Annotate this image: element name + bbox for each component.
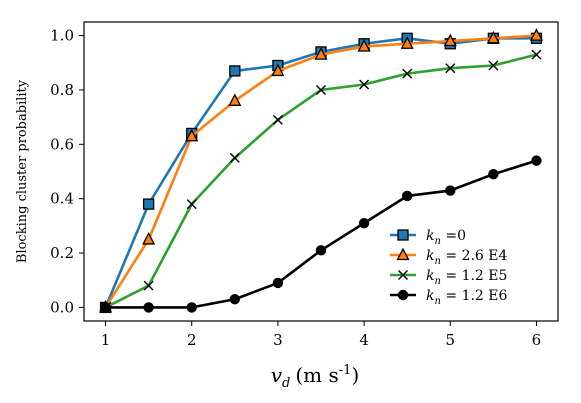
data-point <box>357 39 371 52</box>
legend-label: kn = 1.2 E6 <box>426 288 508 307</box>
data-point <box>402 68 413 79</box>
data-point <box>314 47 328 60</box>
plot-frame <box>83 21 559 322</box>
data-point <box>229 65 241 77</box>
data-point <box>401 190 413 202</box>
data-point <box>186 199 197 210</box>
data-point <box>531 49 542 60</box>
series-2 <box>98 28 544 313</box>
x-tick-label: 4 <box>359 331 369 349</box>
data-point <box>142 232 156 245</box>
data-point <box>316 84 326 95</box>
data-point <box>400 36 414 49</box>
legend-item: kn = 2.6 E4 <box>390 247 508 267</box>
series-4 <box>100 155 542 313</box>
data-point <box>398 270 408 280</box>
data-point <box>228 93 242 106</box>
data-point <box>445 185 456 196</box>
data-point <box>185 128 199 142</box>
y-tick-label: 1.0 <box>50 27 74 45</box>
data-point <box>397 289 409 301</box>
y-tick-label: 0.2 <box>50 244 74 262</box>
data-point <box>315 245 327 256</box>
series-line <box>104 34 537 309</box>
data-point <box>529 28 544 41</box>
data-point <box>488 60 499 71</box>
legend-label: kn = 1.2 E5 <box>426 268 507 287</box>
legend-item: kn =0 <box>390 228 466 247</box>
data-point <box>143 302 154 313</box>
y-tick-label: 0.8 <box>50 81 74 99</box>
x-axis-title: vd (m s-1) <box>271 363 360 391</box>
y-tick-label: 0.4 <box>50 190 74 208</box>
data-point <box>359 79 370 90</box>
legend-label: kn = 2.6 E4 <box>426 248 508 267</box>
data-point <box>486 30 500 44</box>
x-axis: 1 2 3 4 5 6 <box>101 321 541 349</box>
data-point <box>272 114 283 125</box>
data-point <box>445 63 456 74</box>
y-tick-label: 0.0 <box>50 298 74 316</box>
x-tick-label: 2 <box>187 331 197 349</box>
data-point <box>272 277 284 289</box>
data-point <box>186 302 197 313</box>
y-axis-title: Blocking cluster probability <box>15 79 30 263</box>
data-point <box>397 229 409 241</box>
data-point <box>143 280 154 291</box>
data-point <box>142 198 155 210</box>
x-tick-label: 1 <box>101 331 111 349</box>
x-tick-label: 6 <box>532 331 542 349</box>
legend-label: kn =0 <box>426 228 466 247</box>
data-point <box>488 169 499 180</box>
y-tick-label: 0.6 <box>50 135 74 153</box>
y-axis: 0.0 0.2 0.4 0.6 0.8 1.0 <box>50 27 84 316</box>
series-line <box>105 159 537 309</box>
data-point <box>229 294 241 305</box>
x-tick-label: 5 <box>445 331 455 349</box>
x-tick-label: 3 <box>273 331 283 349</box>
data-point <box>396 247 410 261</box>
legend-item: kn = 1.2 E5 <box>390 268 507 287</box>
plot-series <box>98 28 544 314</box>
legend-item: kn = 1.2 E6 <box>390 288 508 307</box>
data-point <box>271 63 285 77</box>
data-point <box>229 152 240 163</box>
data-point <box>531 155 542 166</box>
data-point <box>358 217 370 229</box>
data-point <box>100 302 111 313</box>
data-point <box>443 33 457 47</box>
